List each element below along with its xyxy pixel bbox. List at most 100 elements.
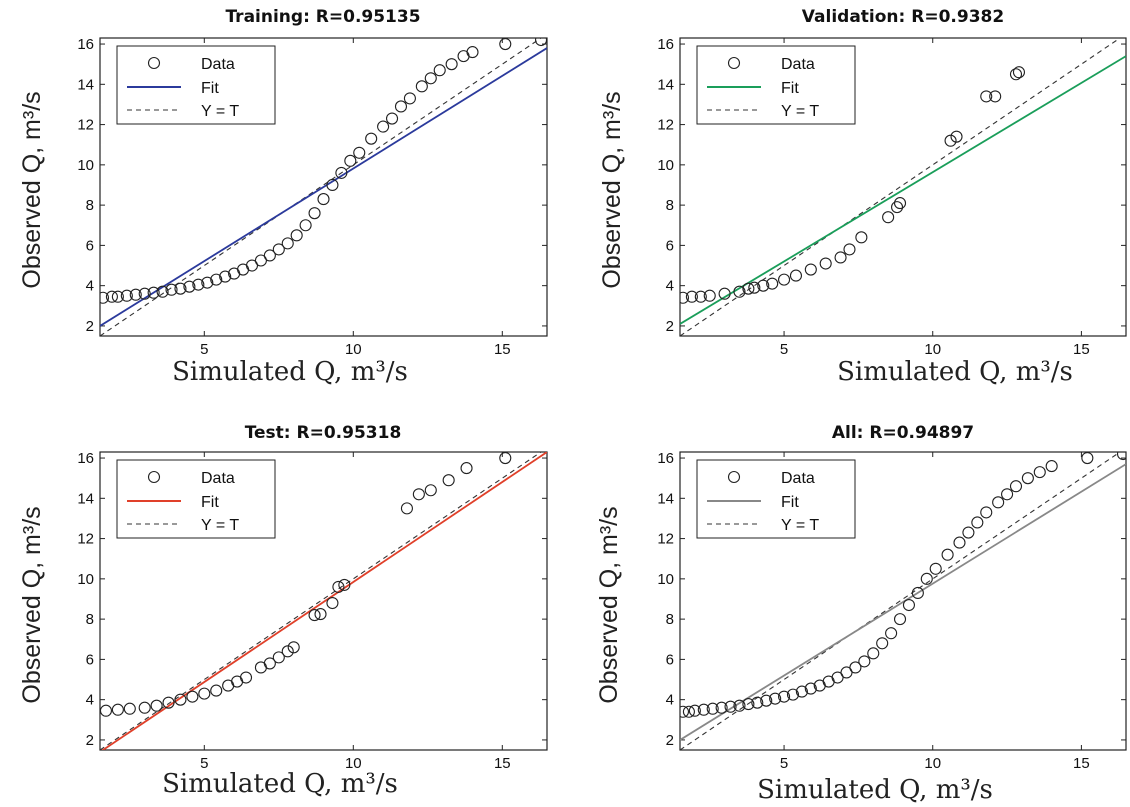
- data-point: [210, 684, 223, 697]
- data-point: [989, 90, 1002, 103]
- data-point: [424, 484, 437, 497]
- y-tick-label: 8: [86, 197, 94, 214]
- data-point: [317, 193, 330, 206]
- data-point: [766, 277, 779, 290]
- data-point: [1081, 452, 1094, 465]
- y-tick-label: 4: [666, 692, 674, 709]
- data-point: [742, 282, 755, 295]
- y-tick-label: 14: [77, 490, 94, 507]
- data-point: [751, 696, 764, 709]
- y-tick-label: 4: [86, 278, 94, 295]
- x-tick-label: 15: [494, 341, 511, 358]
- x-tick-label: 5: [200, 341, 208, 358]
- chart-validation: Validation: R=0.9382 5 10 15 2 4 6 8 10 12 14 16 Sim…: [598, 7, 1127, 387]
- data-point: [680, 291, 690, 304]
- data-point: [733, 699, 746, 712]
- legend-label: Fit: [781, 80, 799, 97]
- data-point: [332, 580, 345, 593]
- plot-marks: [680, 452, 1126, 750]
- plot-marks: [680, 38, 1126, 336]
- data-point: [466, 46, 479, 59]
- y-axis-label: Observed Q, m³/s: [598, 91, 626, 288]
- data-point: [1012, 66, 1026, 79]
- x-axis-label: Simulated Q, m³/s: [172, 357, 408, 387]
- data-point: [682, 705, 695, 718]
- data-point: [365, 132, 378, 145]
- data-point: [165, 283, 178, 296]
- legend-label: Y = T: [201, 103, 239, 120]
- legend-data-marker: [147, 56, 161, 70]
- y-tick-label: 16: [77, 36, 94, 53]
- y-axis-label: Observed Q, m³/s: [595, 506, 623, 703]
- y-tick-label: 14: [657, 76, 674, 93]
- data-point: [786, 688, 800, 701]
- data-point: [980, 506, 993, 519]
- legend-label: Y = T: [781, 103, 819, 120]
- data-point: [377, 120, 390, 133]
- data-point: [840, 666, 853, 679]
- legend-label: Data: [781, 470, 815, 487]
- data-point: [111, 703, 124, 716]
- data-point: [460, 462, 473, 475]
- data-point: [893, 197, 907, 210]
- y-tick-label: 2: [86, 732, 94, 749]
- data-point: [1116, 452, 1126, 461]
- data-point: [338, 578, 351, 591]
- data-point: [138, 287, 151, 300]
- y-tick-label: 6: [86, 237, 94, 254]
- y-tick-label: 10: [77, 571, 94, 588]
- data-point: [697, 703, 710, 716]
- legend-data-marker: [147, 470, 161, 484]
- data-point: [858, 655, 871, 668]
- data-point: [186, 690, 199, 703]
- y-tick-label: 12: [657, 531, 674, 548]
- data-point: [1021, 472, 1034, 485]
- data-point: [281, 237, 294, 250]
- y-axis-label: Observed Q, m³/s: [18, 506, 46, 703]
- data-point: [748, 281, 761, 294]
- data-point: [778, 690, 791, 703]
- data-point: [290, 229, 303, 242]
- y-tick-label: 12: [77, 117, 94, 134]
- data-point: [281, 645, 294, 658]
- data-point: [843, 243, 856, 256]
- data-point: [685, 290, 698, 303]
- data-point: [971, 516, 984, 529]
- y-tick-label: 14: [77, 76, 94, 93]
- x-axis-label: Simulated Q, m³/s: [162, 769, 398, 799]
- data-point: [980, 90, 993, 103]
- y-tick-label: 4: [666, 278, 674, 295]
- data-point: [150, 699, 163, 712]
- legend-box: [116, 459, 276, 539]
- legend-label: Y = T: [201, 517, 239, 534]
- y-tick-label: 8: [666, 197, 674, 214]
- data-point: [944, 134, 957, 147]
- chart-title: All: R=0.94897: [832, 423, 974, 443]
- data-point: [138, 701, 151, 714]
- data-point: [499, 38, 512, 51]
- data-point: [929, 562, 942, 575]
- data-point: [834, 251, 847, 264]
- y-tick-label: 14: [657, 490, 674, 507]
- x-tick-label: 15: [1073, 755, 1090, 772]
- data-point: [442, 474, 455, 487]
- data-point: [778, 273, 791, 286]
- y-tick-label: 12: [657, 117, 674, 134]
- legend-label: Fit: [201, 80, 219, 97]
- data-point: [174, 282, 187, 295]
- x-tick-label: 15: [1073, 341, 1090, 358]
- data-point: [718, 287, 731, 300]
- data-point: [499, 452, 512, 465]
- legend: Data Fit Y = T: [696, 459, 856, 539]
- data-point: [769, 692, 782, 705]
- data-point: [162, 696, 175, 709]
- legend-box: [696, 45, 856, 125]
- data-point: [902, 598, 915, 612]
- data-point: [308, 609, 321, 622]
- data-point: [263, 657, 276, 670]
- data-point: [962, 526, 975, 539]
- data-point: [156, 285, 169, 298]
- data-point: [534, 38, 547, 47]
- data-point: [219, 270, 232, 283]
- y-tick-label: 12: [77, 531, 94, 548]
